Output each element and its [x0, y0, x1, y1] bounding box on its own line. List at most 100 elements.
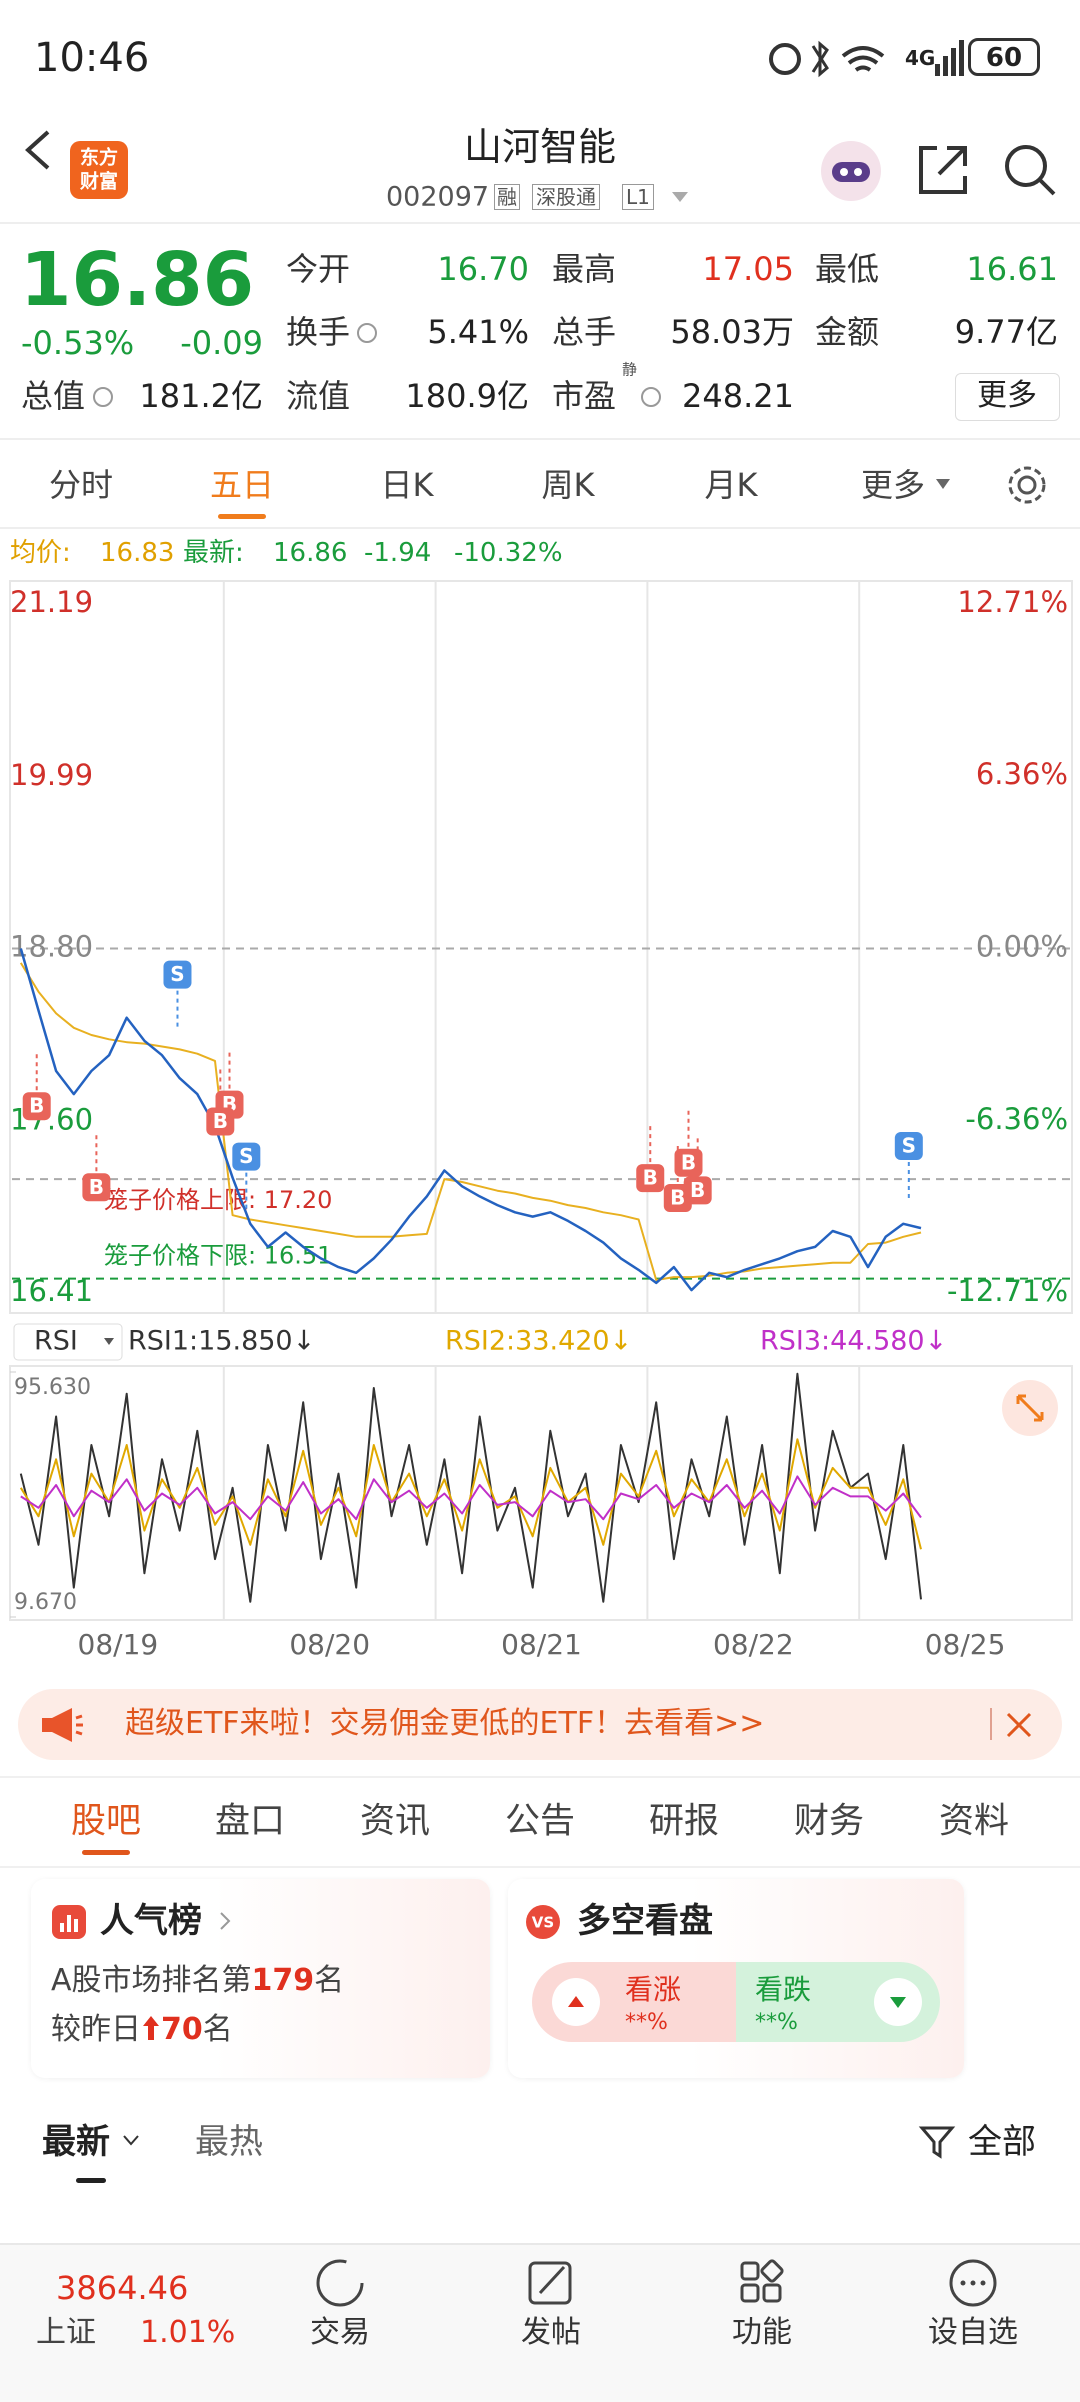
network: 4G [905, 46, 936, 70]
feed-tab[interactable]: 最热 [195, 2122, 263, 2162]
marker-label: S [170, 962, 184, 986]
field-label: 市盈 [552, 377, 617, 415]
field-value: 58.03万 [670, 313, 794, 351]
feed-tab-active[interactable]: 最新 [42, 2122, 110, 2162]
chevron [220, 1912, 231, 1930]
chart-tab[interactable]: 更多 [860, 466, 926, 504]
delta-line: 较昨日 70名 [51, 2011, 233, 2049]
section-tab-active[interactable]: 股吧 [70, 1801, 142, 1842]
back-button[interactable] [18, 128, 58, 172]
marker-label: S [239, 1144, 253, 1168]
chart-tab[interactable]: 分时 [48, 466, 114, 504]
chart-tab[interactable]: 月K [704, 466, 758, 504]
divider [0, 438, 1080, 440]
y2-tick-label: 0.00% [976, 930, 1068, 964]
more-button[interactable] [955, 373, 1060, 421]
settings-button[interactable] [1004, 462, 1050, 508]
section-tab[interactable]: 研报 [648, 1801, 720, 1842]
field-label: 最低 [815, 250, 880, 288]
marker [683, 1176, 712, 1205]
avg-value: 16.83 [100, 538, 175, 568]
rank-line: A股市场排名第179名 [51, 1962, 344, 2000]
field-label: 金额 [815, 313, 880, 351]
divider [0, 527, 1080, 529]
marker [22, 1092, 51, 1121]
rank: 179 [251, 1963, 315, 1998]
annotation-label: 笼子价格下限: 16.51 [104, 1242, 332, 1270]
y-tick-label: 21.19 [10, 585, 93, 619]
filter-label[interactable]: 全部 [968, 2122, 1036, 2162]
y2-tick-label: 6.36% [976, 757, 1068, 791]
marker [674, 1148, 703, 1177]
section-tab[interactable]: 财务 [793, 1801, 865, 1842]
field-value: 16.61 [966, 250, 1058, 288]
chart-tab[interactable]: 周K [541, 466, 595, 504]
annotation-label: 笼子价格上限: 17.20 [104, 1186, 332, 1214]
legend-entry: RSI2:33.420↓ [445, 1326, 632, 1357]
down-icon [874, 1978, 922, 2026]
stock-code: 002097 [386, 181, 490, 213]
tab-indicator [82, 1850, 130, 1855]
y2-tick-label: -6.36% [965, 1102, 1068, 1136]
popularity-card[interactable] [31, 1879, 490, 2078]
tag: L1 [622, 184, 654, 210]
nav-item[interactable]: 功能 [732, 2315, 792, 2350]
section-tab[interactable]: 盘口 [214, 1801, 286, 1842]
info-icon[interactable] [640, 386, 662, 408]
latest-value: 16.86 [273, 538, 348, 568]
index-change[interactable]: 1.01% [140, 2315, 236, 2350]
rank-prefix: A股市场排名第 [51, 1963, 252, 1998]
nav-item[interactable]: 设自选 [928, 2315, 1018, 2350]
chart-tab[interactable]: 日K [380, 466, 434, 504]
x-tick-label: 08/25 [925, 1628, 1006, 1661]
chart-tab-active[interactable]: 五日 [209, 466, 275, 504]
marker-label: S [902, 1133, 916, 1157]
section-tab[interactable]: 资讯 [359, 1801, 431, 1842]
y-tick-label: 19.99 [10, 758, 93, 792]
info-icon[interactable] [92, 386, 114, 408]
x-tick-label: 08/21 [501, 1628, 582, 1661]
field-note: 静 [622, 360, 638, 379]
tab-indicator [218, 514, 266, 519]
legend-entry: RSI1:15.850↓ [128, 1326, 315, 1357]
banner-text: 超级ETF来啦！交易佣金更低的ETF！去看看>> [125, 1706, 765, 1741]
field-label: 总手 [552, 313, 617, 351]
divider [0, 1866, 1080, 1868]
close-button[interactable] [1004, 1710, 1034, 1740]
marker [163, 960, 192, 989]
search-button[interactable] [1000, 140, 1060, 200]
index-value[interactable]: 3864.46 [56, 2269, 189, 2307]
price: 16.86 [20, 237, 255, 323]
field-value: 5.41% [427, 313, 529, 351]
up-icon [552, 1978, 600, 2026]
dropdown[interactable] [670, 190, 690, 204]
logo-text: 东方 [79, 146, 119, 169]
section-tab[interactable]: 公告 [504, 1801, 576, 1842]
promo-banner[interactable] [18, 1689, 1062, 1760]
filter-icon[interactable] [918, 2122, 958, 2162]
megaphone-icon [42, 1708, 83, 1742]
nav-item[interactable]: 发帖 [521, 2315, 581, 2350]
index-name[interactable]: 上证 [36, 2315, 96, 2350]
field-label: 流值 [286, 377, 351, 415]
nav-item[interactable]: 交易 [310, 2315, 370, 2350]
battery [968, 38, 1040, 76]
marker-label: B [690, 1178, 705, 1202]
signal [935, 40, 964, 76]
divider [0, 222, 1080, 224]
marker-label: B [29, 1094, 44, 1118]
y2-tick-label: 12.71% [957, 585, 1068, 619]
bull-value: **% [625, 2010, 668, 2035]
marker [82, 1173, 111, 1202]
info-icon[interactable] [356, 322, 378, 344]
assistant-avatar[interactable] [818, 138, 884, 204]
tag: 融 [494, 184, 520, 210]
rank-suffix: 名 [314, 1963, 345, 1998]
delta: 70 [161, 2012, 203, 2047]
up-arrow [143, 2016, 159, 2040]
latest-change-pct: -10.32% [454, 538, 563, 568]
share-button[interactable] [915, 142, 971, 198]
section-tab[interactable]: 资料 [938, 1801, 1010, 1842]
latest-label: 最新: [183, 538, 244, 568]
